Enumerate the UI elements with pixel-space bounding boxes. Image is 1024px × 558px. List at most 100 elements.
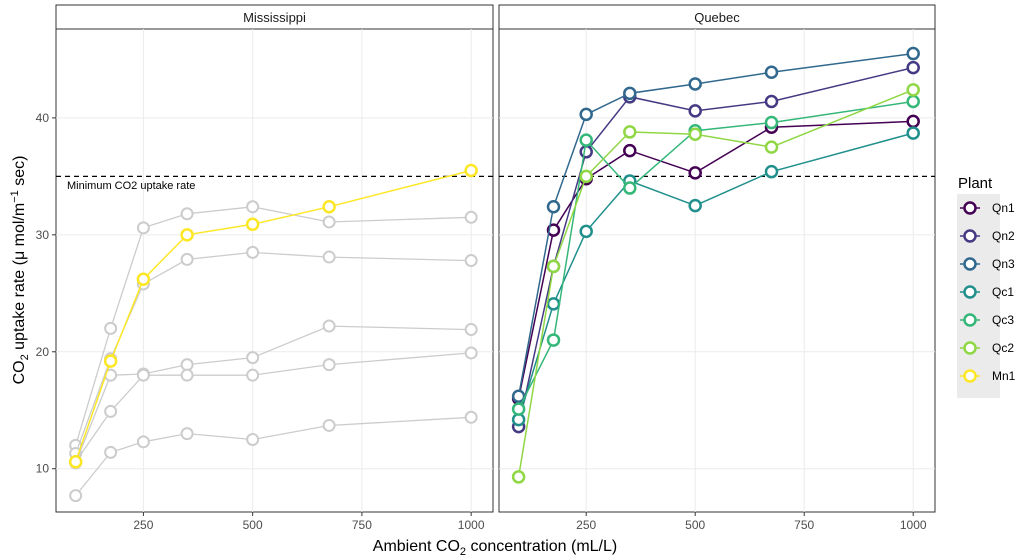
data-point-mississippi-plant-2 [464, 210, 478, 224]
panel-quebec: Quebec [498, 4, 936, 513]
legend-label: Qn3 [992, 257, 1015, 271]
legend-label: Mn1 [992, 369, 1016, 383]
legend-key-marker [963, 257, 977, 271]
x-tick-label: 250 [133, 518, 153, 532]
x-tick-label: 500 [685, 518, 705, 532]
data-point-mississippi-plant-3 [322, 250, 336, 264]
data-point-qn3 [623, 86, 637, 101]
data-point-qc3 [579, 133, 593, 147]
legend-item-qn1: Qn1 [960, 201, 1015, 215]
data-point-mississippi-plant-3 [180, 252, 194, 266]
plot-layer-mississippi [56, 29, 493, 512]
data-point-qc3 [511, 402, 526, 416]
plot-area-mississippi [55, 28, 494, 513]
data-point-qc2 [688, 127, 702, 142]
legend-key-marker [963, 313, 977, 327]
plot-layer-quebec [499, 29, 935, 512]
data-point-qn3 [579, 107, 593, 122]
data-point-mississippi-plant-4 [180, 358, 194, 372]
legend-item-qc3: Qc3 [960, 313, 1014, 327]
y-axis: 10 20 30 40 [36, 111, 56, 476]
legend-label: Qc3 [992, 313, 1014, 327]
data-point-mississippi-plant-4 [246, 351, 260, 365]
data-point-qn2 [688, 104, 702, 118]
legend-label: Qc2 [992, 341, 1014, 355]
x-tick-label: 250 [576, 518, 596, 532]
data-point-qc3 [623, 181, 637, 195]
data-point-qn2 [906, 60, 920, 75]
data-point-mississippi-plant-3 [464, 254, 478, 268]
data-point-mississippi-plant-6 [69, 489, 83, 503]
legend-item-qc1: Qc1 [960, 285, 1014, 299]
data-point-mn1 [136, 272, 151, 287]
legend-label: Qc1 [992, 285, 1014, 299]
series-mississippi-plant-2 [69, 200, 478, 452]
strip-mississippi [55, 4, 494, 30]
data-point-qn3 [906, 46, 920, 61]
series-qn3 [511, 46, 920, 403]
x-axis-title: Ambient CO2 concentration (mL/L) [373, 538, 617, 558]
strip-label-quebec: Quebec [694, 10, 740, 25]
x-axis-quebec: 250 500 750 1000 [576, 512, 927, 532]
x-tick-label: 1000 [900, 518, 927, 532]
legend-key-background [957, 194, 1000, 398]
data-point-qn1 [546, 223, 561, 237]
series-mississippi-plant-5 [69, 346, 478, 469]
data-point-qc2 [906, 83, 920, 97]
x-tick-label: 1000 [458, 518, 485, 532]
data-point-qn1 [623, 143, 637, 158]
y-tick-label: 20 [36, 345, 50, 359]
data-point-qc3 [906, 94, 920, 109]
y-tick-label: 10 [36, 462, 50, 476]
data-point-mississippi-plant-6 [180, 427, 194, 441]
legend-item-qn2: Qn2 [960, 229, 1015, 243]
data-point-mississippi-plant-2 [180, 207, 194, 221]
data-point-mississippi-plant-4 [464, 323, 478, 337]
data-point-qc1 [764, 164, 779, 179]
data-point-qc1 [688, 198, 702, 213]
data-point-mn1 [180, 228, 194, 242]
panel-mississippi: Mississippi Minimum CO2 uptake rate [55, 4, 494, 513]
series-qc3 [511, 94, 920, 416]
data-point-qn2 [764, 94, 779, 109]
data-point-mississippi-plant-4 [322, 319, 336, 333]
data-point-qc2 [764, 140, 779, 154]
data-point-mississippi-plant-3 [246, 245, 260, 259]
data-point-mississippi-plant-5 [180, 368, 194, 382]
x-tick-label: 750 [352, 518, 372, 532]
reference-line-label: Minimum CO2 uptake rate [67, 180, 195, 192]
data-point-mississippi-plant-5 [464, 346, 478, 360]
legend-key-marker [963, 341, 977, 355]
data-point-mn1 [464, 163, 478, 178]
data-point-qn2 [579, 145, 593, 159]
data-point-mississippi-plant-5 [104, 404, 118, 418]
legend-item-mn1: Mn1 [960, 369, 1016, 383]
data-point-qc1 [579, 224, 593, 239]
data-point-mississippi-plant-5 [136, 368, 150, 382]
data-point-mississippi-plant-2 [136, 221, 150, 235]
legend: Plant Qn1 Qn2 Qn3 Qc1 Qc3 Qc2 Mn1 [957, 175, 1016, 398]
x-axis-mississippi: 250 500 750 1000 [133, 512, 485, 532]
data-point-mississippi-plant-6 [136, 435, 150, 449]
data-point-qc2 [511, 470, 526, 484]
y-tick-label: 40 [36, 111, 50, 125]
data-point-mississippi-plant-6 [104, 445, 118, 459]
legend-key-marker [963, 369, 977, 383]
data-point-qc3 [546, 333, 561, 347]
data-point-mississippi-plant-6 [246, 432, 260, 446]
legend-title: Plant [958, 175, 993, 192]
data-point-qc2 [546, 259, 561, 274]
data-point-qc2 [623, 125, 637, 139]
data-point-mississippi-plant-2 [104, 321, 118, 335]
data-point-qc2 [579, 169, 593, 184]
data-point-qn1 [906, 114, 920, 129]
data-point-qc1 [546, 297, 561, 311]
legend-label: Qn1 [992, 201, 1015, 215]
strip-label-mississippi: Mississippi [243, 10, 306, 25]
data-point-mn1 [103, 354, 118, 368]
data-point-qn3 [511, 389, 526, 403]
data-point-mn1 [68, 454, 83, 469]
legend-label: Qn2 [992, 229, 1015, 243]
data-point-mississippi-plant-5 [322, 358, 336, 372]
